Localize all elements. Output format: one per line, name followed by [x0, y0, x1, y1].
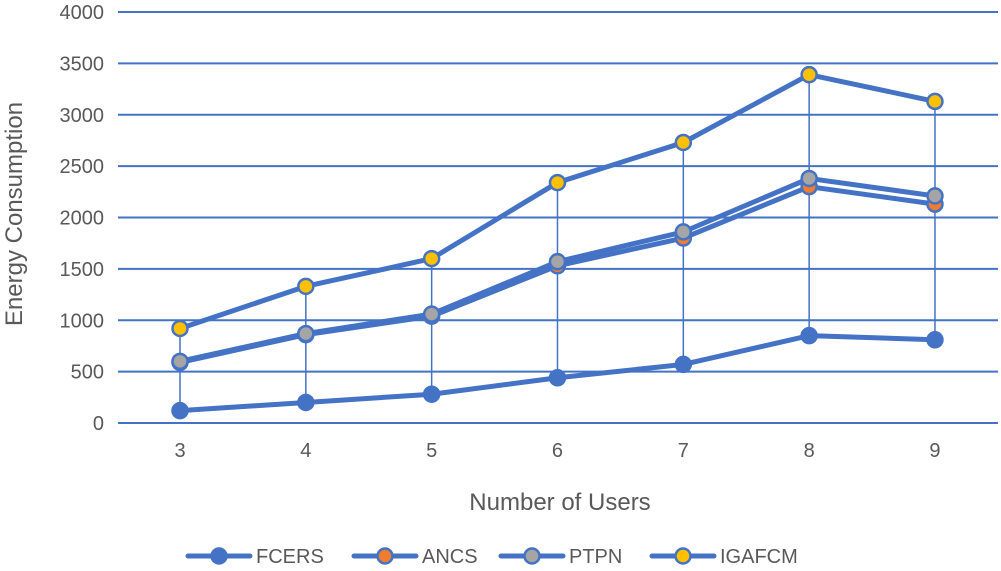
- y-tick-label: 0: [93, 413, 104, 435]
- legend-item-ancs: ANCS: [351, 546, 478, 568]
- point-igafcm: [297, 277, 315, 296]
- point-fcers: [674, 355, 693, 374]
- x-tick-label: 9: [929, 440, 940, 462]
- x-tick-label: 6: [552, 440, 563, 462]
- legend-marker: [523, 547, 541, 565]
- point-igafcm: [548, 173, 567, 192]
- series-markers: [171, 65, 944, 420]
- x-tick-label: 8: [804, 440, 815, 462]
- legend-label: FCERS: [256, 546, 324, 568]
- y-tick-label: 2500: [60, 156, 105, 178]
- x-axis-title: Number of Users: [469, 489, 650, 516]
- point-fcers: [171, 401, 189, 420]
- point-igafcm: [674, 133, 693, 152]
- x-tick-label: 3: [174, 440, 185, 462]
- point-ptpn: [926, 187, 944, 205]
- point-fcers: [926, 331, 944, 349]
- point-fcers: [297, 393, 315, 412]
- point-igafcm: [926, 92, 944, 111]
- x-tick-label: 7: [678, 440, 689, 462]
- legend-item-fcers: FCERS: [185, 546, 324, 568]
- legend-marker: [674, 547, 692, 565]
- x-tick-label: 5: [426, 440, 437, 462]
- point-ptpn: [297, 324, 315, 343]
- legend-item-ptpn: PTPN: [498, 546, 622, 568]
- point-ptpn: [548, 252, 567, 271]
- y-tick-label: 500: [71, 362, 104, 384]
- y-tick-label: 1500: [60, 259, 105, 281]
- drop-lines: [179, 74, 936, 411]
- y-tick-label: 4000: [60, 2, 105, 24]
- y-axis-ticks: 0 500 1000 1500 2000 2500 3000 3500 4000: [60, 2, 105, 435]
- legend-label: PTPN: [569, 546, 622, 568]
- legend: FCERS ANCS PTPN IGAFCM: [185, 546, 798, 568]
- point-ptpn: [800, 169, 818, 188]
- point-ptpn: [422, 305, 441, 323]
- legend-label: ANCS: [422, 546, 478, 568]
- x-axis-ticks: 3 4 5 6 7 8 9: [174, 440, 940, 462]
- legend-marker: [376, 547, 394, 565]
- point-ptpn: [171, 352, 189, 371]
- y-tick-label: 3500: [60, 53, 105, 75]
- point-fcers: [548, 369, 567, 387]
- y-tick-label: 2000: [60, 208, 105, 230]
- point-igafcm: [800, 65, 818, 84]
- point-igafcm: [171, 319, 189, 338]
- point-igafcm: [422, 249, 441, 268]
- y-tick-label: 1000: [60, 310, 105, 332]
- legend-marker: [210, 547, 228, 565]
- point-ptpn: [674, 223, 693, 241]
- point-fcers: [800, 326, 818, 345]
- legend-item-igafcm: IGAFCM: [649, 546, 798, 568]
- y-axis-title: Energy Consumption: [1, 102, 28, 326]
- y-tick-label: 3000: [60, 105, 105, 127]
- point-fcers: [422, 385, 441, 403]
- legend-label: IGAFCM: [720, 546, 798, 568]
- x-tick-label: 4: [300, 440, 311, 462]
